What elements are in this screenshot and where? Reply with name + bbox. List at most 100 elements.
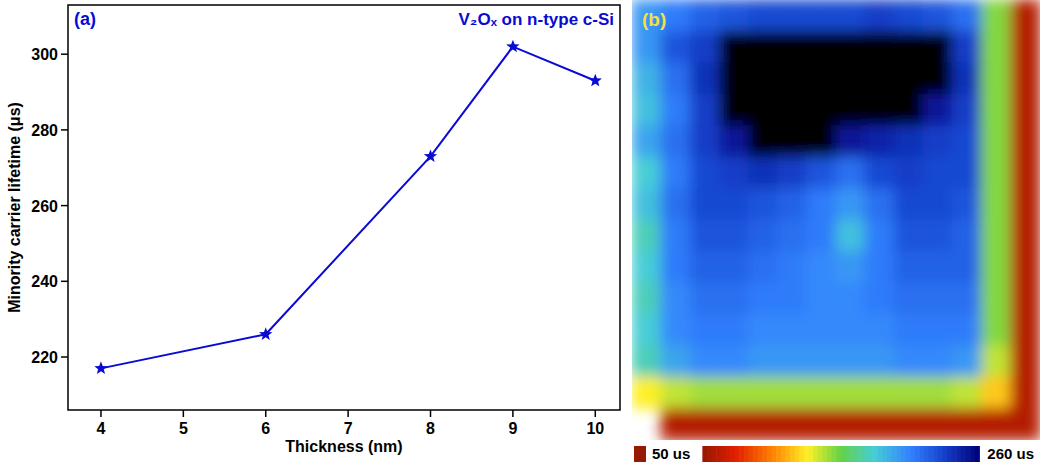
x-tick xyxy=(265,410,267,417)
colorbar-step xyxy=(882,446,887,462)
heat-cell xyxy=(981,377,1011,409)
y-tick xyxy=(61,205,68,207)
heat-cell xyxy=(661,408,691,440)
x-tick xyxy=(347,410,349,417)
heat-cell xyxy=(748,94,778,126)
panel-label: (a) xyxy=(74,9,96,29)
heat-cell xyxy=(690,0,720,32)
heat-cell xyxy=(865,282,895,314)
colorbar-step xyxy=(712,446,717,462)
heat-cell xyxy=(806,94,836,126)
heat-cell xyxy=(748,157,778,189)
colorbar-step xyxy=(702,446,707,462)
heat-cell xyxy=(1010,220,1040,252)
heat-cell xyxy=(894,408,924,440)
heat-cell xyxy=(865,220,895,252)
heat-cell xyxy=(777,220,807,252)
heat-cell xyxy=(1010,345,1040,377)
y-tick xyxy=(61,356,68,358)
heat-cell xyxy=(923,157,953,189)
heat-cell xyxy=(806,125,836,157)
heat-cell xyxy=(748,125,778,157)
colorbar-label: 50 us xyxy=(652,445,690,462)
heat-cell xyxy=(777,31,807,63)
colorbar-step xyxy=(735,446,740,462)
y-tick-label: 220 xyxy=(31,349,58,366)
heat-cell xyxy=(981,220,1011,252)
heat-cell xyxy=(836,157,866,189)
x-tick xyxy=(512,410,514,417)
heat-cell xyxy=(777,408,807,440)
heat-cell xyxy=(690,125,720,157)
heat-cell xyxy=(923,0,953,32)
heat-cell xyxy=(894,0,924,32)
heat-cell xyxy=(806,408,836,440)
colorbar-step xyxy=(795,446,800,462)
x-tick-label: 4 xyxy=(97,420,106,437)
heat-cell xyxy=(632,220,662,252)
panel-label: (b) xyxy=(642,9,666,30)
heat-cell xyxy=(981,251,1011,283)
colorbar-step xyxy=(836,446,841,462)
colorbar-label: 260 us xyxy=(987,445,1034,462)
heat-cell xyxy=(690,94,720,126)
x-tick-label: 6 xyxy=(261,420,270,437)
heat-cell xyxy=(865,377,895,409)
heat-cell xyxy=(836,377,866,409)
heat-cell xyxy=(719,62,749,94)
heat-cell xyxy=(748,0,778,32)
heat-cell xyxy=(981,62,1011,94)
heat-cell xyxy=(690,377,720,409)
heat-cell xyxy=(719,94,749,126)
heat-cell xyxy=(777,377,807,409)
colorbar-step xyxy=(832,446,837,462)
heat-cell xyxy=(981,31,1011,63)
heat-cell xyxy=(923,94,953,126)
heat-cell xyxy=(865,0,895,32)
heat-cell xyxy=(690,314,720,346)
y-tick xyxy=(61,281,68,283)
heat-cell xyxy=(719,377,749,409)
heat-cell xyxy=(690,282,720,314)
heat-cell xyxy=(894,377,924,409)
heat-cell xyxy=(661,62,691,94)
heat-cell xyxy=(894,94,924,126)
heat-cell xyxy=(661,125,691,157)
heat-cell xyxy=(836,31,866,63)
heat-cell xyxy=(865,125,895,157)
colorbar-step xyxy=(749,446,754,462)
heat-cell xyxy=(632,282,662,314)
heat-cell xyxy=(719,408,749,440)
heat-cell xyxy=(981,408,1011,440)
heat-cell xyxy=(836,188,866,220)
colorbar-step xyxy=(744,446,749,462)
heat-cell xyxy=(748,377,778,409)
heat-cell xyxy=(632,377,662,409)
heat-cell xyxy=(952,157,982,189)
heat-cell xyxy=(923,251,953,283)
heat-cell xyxy=(894,125,924,157)
heat-cell xyxy=(661,31,691,63)
heat-cell xyxy=(923,31,953,63)
heat-cell xyxy=(923,125,953,157)
x-tick xyxy=(183,410,185,417)
heat-cell xyxy=(865,251,895,283)
heat-cell xyxy=(836,62,866,94)
colorbar-step xyxy=(905,446,910,462)
heat-cell xyxy=(748,251,778,283)
heat-cell xyxy=(748,282,778,314)
heat-cell xyxy=(661,188,691,220)
heat-cell xyxy=(806,282,836,314)
colorbar-step xyxy=(859,446,864,462)
heat-cell xyxy=(632,345,662,377)
heat-cell xyxy=(661,314,691,346)
plot-frame xyxy=(68,5,620,410)
colorbar-step xyxy=(804,446,809,462)
heat-cell xyxy=(865,62,895,94)
heat-cell xyxy=(952,220,982,252)
colorbar-step xyxy=(855,446,860,462)
colorbar-step xyxy=(938,446,943,462)
x-axis-title: Thickness (nm) xyxy=(285,438,402,455)
colorbar-step xyxy=(910,446,915,462)
figure: 45678910220240260280300Thickness (nm)Min… xyxy=(0,0,1040,464)
